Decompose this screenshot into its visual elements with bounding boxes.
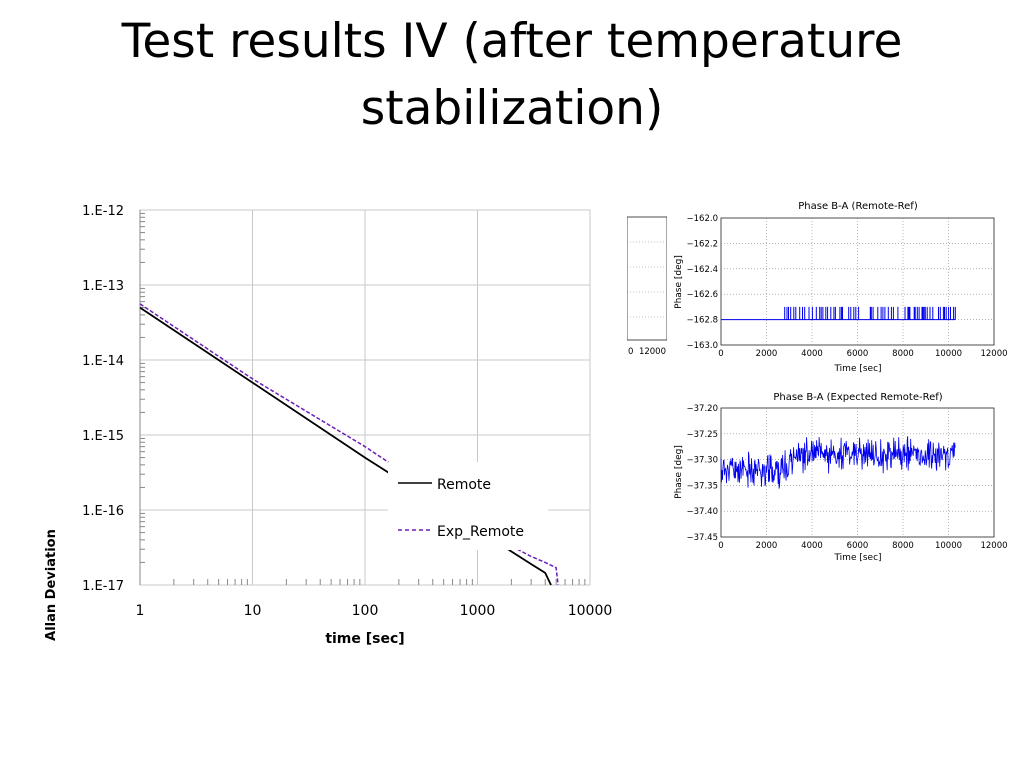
phase-expected-series [720,436,956,489]
allan-x-tick-label: 1 [136,603,145,619]
allan-x-axis-title: time [sec] [325,631,404,647]
phase-expected-y-axis-title: Phase [deg] [674,445,684,499]
phase-expected-x-tick-label: 10000 [935,541,962,551]
phase-expected-y-tick-label: −37.20 [687,404,718,414]
phase-remote-ref-x-tick-label: 0 [718,349,723,359]
allan-x-tick-label: 10 [244,603,262,619]
phase-remote-ref-y-tick-label: −162.8 [687,316,718,326]
phase-expected-x-tick-label: 12000 [980,541,1007,551]
legend-exp-remote-label: Exp_Remote [437,524,524,540]
phase-remote-ref-y-tick-label: −162.4 [687,265,718,275]
phase-expected-x-tick-label: 4000 [801,541,823,551]
phase-remote-ref-x-tick-label: 6000 [847,349,869,359]
phase-remote-ref-x-tick-label: 12000 [980,349,1007,359]
partial-x-tick-0: 0 [628,347,633,355]
allan-y-tick-label: 1.E-13 [82,279,124,294]
phase-expected-chart: Phase B-A (Expected Remote-Ref) 0 2000 400… [674,392,1008,562]
slide-title-line1: Test results IV (after temperature [121,14,903,69]
phase-remote-ref-x-tick-label: 10000 [935,349,962,359]
phase-expected-y-tick-label: −37.35 [687,481,718,491]
phase-expected-x-tick-label: 6000 [847,541,869,551]
phase-remote-ref-x-tick-label: 2000 [756,349,778,359]
allan-y-tick-label: 1.E-16 [82,504,124,519]
phase-expected-y-tick-label: −37.25 [687,430,718,440]
phase-remote-ref-y-tick-label: −162.6 [687,290,718,300]
phase-remote-ref-x-tick-label: 4000 [801,349,823,359]
allan-x-tick-label: 1000 [460,603,496,619]
phase-remote-ref-series [721,306,956,321]
phase-expected-x-tick-label: 2000 [756,541,778,551]
phase-expected-x-axis-title: Time [sec] [833,553,881,562]
phase-remote-ref-y-axis-title: Phase [deg] [674,255,684,309]
allan-y-tick-label: 1.E-17 [82,579,124,594]
slide-title-line2: stabilization) [360,81,664,136]
allan-series-exp-remote [139,303,559,586]
allan-y-axis-title: Allan Deviation [44,529,59,641]
partial-chart-frame [627,216,667,341]
phase-expected-x-tick-label: 0 [718,541,723,551]
phase-remote-ref-chart: Phase B-A (Remote-Ref) 0 2000 4000 6000 8000… [674,201,1008,374]
allan-y-tick-label: 1.E-15 [82,429,124,444]
phase-expected-x-tick-label: 8000 [892,541,914,551]
phase-remote-ref-y-tick-label: −162.2 [687,239,718,249]
phase-expected-title: Phase B-A (Expected Remote-Ref) [773,392,942,403]
partial-x-tick-12000: 12000 [639,347,666,355]
phase-remote-ref-title: Phase B-A (Remote-Ref) [798,201,918,212]
legend-remote-label: Remote [437,477,491,493]
phase-remote-ref-x-axis-title: Time [sec] [833,364,881,374]
phase-remote-ref-y-tick-label: −163.0 [687,341,718,351]
phase-remote-ref-x-tick-label: 8000 [892,349,914,359]
allan-x-tick-label: 100 [352,603,379,619]
slide-title: Test results IV (after temperature stabi… [0,8,1024,142]
allan-y-tick-label: 1.E-14 [82,354,124,369]
allan-x-tick-label: 10000 [568,603,613,619]
legend: Remote Exp_Remote [398,477,524,540]
phase-remote-ref-y-tick-label: −162.0 [687,214,718,224]
allan-y-tick-label: 1.E-12 [82,204,124,219]
phase-expected-y-tick-label: −37.45 [687,533,718,543]
phase-expected-y-tick-label: −37.40 [687,507,718,517]
partial-phase-chart: 0 12000 [627,216,667,355]
allan-deviation-chart: 1 10 100 1000 10000 1.E-12 1.E-13 1.E-14 1.E-15 1… [44,204,613,647]
phase-expected-y-tick-label: −37.30 [687,456,718,466]
legend-box [388,462,548,550]
